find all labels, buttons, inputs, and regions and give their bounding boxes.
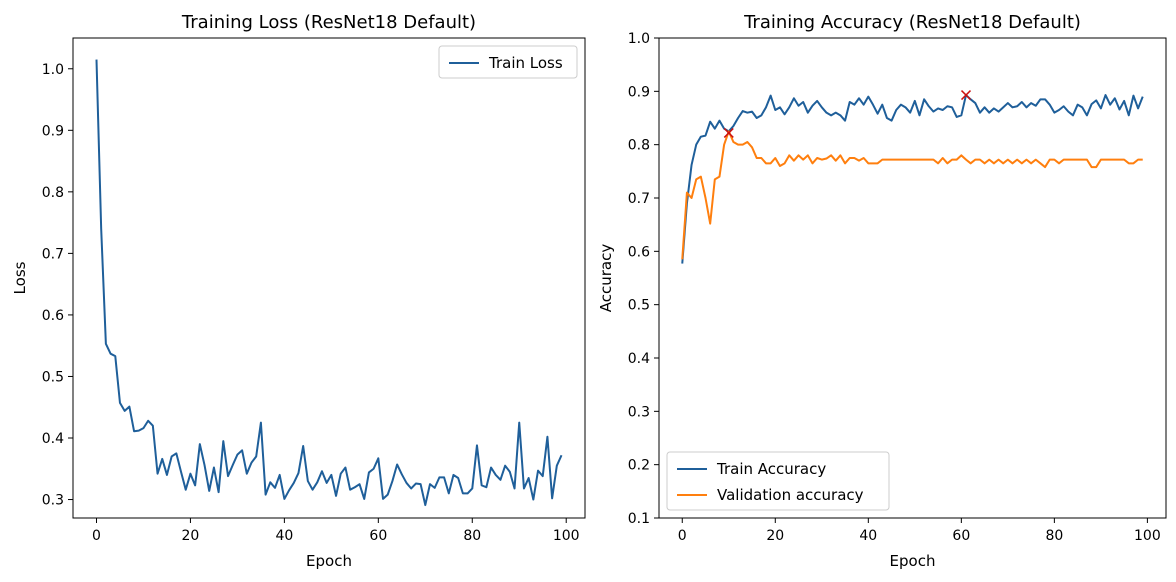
loss-chart-legend-label: Train Loss [488, 54, 563, 72]
loss-chart-legend: Train Loss [438, 45, 578, 79]
accuracy-chart-y-tick-label: 0.5 [628, 298, 650, 314]
accuracy-chart-y-tick-label: 0.9 [628, 84, 650, 100]
loss-chart-y-tick-label: 0.7 [42, 246, 64, 262]
accuracy-chart-x-tick-label: 0 [678, 528, 687, 544]
accuracy-chart-markers [723, 90, 972, 138]
accuracy-chart-y-axis-label: Accuracy [597, 244, 615, 313]
accuracy-chart-x-tick-label: 80 [1045, 528, 1063, 544]
accuracy-chart-x-tick-label: 40 [859, 528, 877, 544]
loss-chart-y-tick-label: 0.4 [42, 431, 64, 447]
accuracy-chart-y-tick-label: 0.7 [628, 191, 650, 207]
accuracy-chart-ticks: 0 20 40 60 80 100 0.1 0.2 0.3 0.4 0.5 0.6 0.7 0.8 0.9 1… [628, 31, 1161, 544]
accuracy-chart-x-marker [960, 90, 972, 101]
accuracy-chart-series-line-2 [681, 130, 1143, 260]
loss-chart-y-tick-label: 0.9 [42, 123, 64, 139]
accuracy-chart-x-axis-label: Epoch [890, 552, 936, 570]
accuracy-chart-x-marker [723, 127, 734, 138]
accuracy-chart-x-tick-label: 60 [952, 528, 970, 544]
loss-chart-y-tick-label: 0.8 [42, 185, 64, 201]
accuracy-chart-lines [681, 94, 1144, 264]
accuracy-chart-y-tick-label: 0.6 [628, 244, 650, 260]
loss-chart-x-tick-label: 20 [182, 528, 200, 544]
accuracy-chart-legend-label: Validation accuracy [717, 486, 864, 504]
loss-chart-y-axis-label: Loss [11, 261, 29, 294]
accuracy-chart-x-tick-label: 100 [1134, 528, 1161, 544]
loss-chart-y-tick-label: 1.0 [42, 62, 64, 78]
loss-chart-y-tick-label: 0.3 [42, 493, 64, 509]
loss-chart-lines [95, 59, 563, 507]
loss-chart-x-tick-label: 0 [92, 528, 101, 544]
accuracy-chart-legend: Train Accuracy Validation accuracy [666, 451, 890, 511]
accuracy-chart-y-tick-label: 1.0 [628, 31, 650, 47]
loss-chart-x-tick-label: 60 [369, 528, 387, 544]
loss-chart-x-tick-label: 100 [553, 528, 580, 544]
accuracy-chart-title: Training Accuracy (ResNet18 Default) [743, 12, 1081, 33]
accuracy-chart-y-tick-label: 0.4 [628, 351, 650, 367]
accuracy-chart-x-tick-label: 20 [766, 528, 784, 544]
loss-chart-series-line-1 [95, 59, 563, 507]
accuracy-chart-legend-label: Train Accuracy [716, 460, 826, 478]
accuracy-chart-axes-frame [658, 37, 1167, 519]
loss-chart-x-axis-label: Epoch [306, 552, 352, 570]
loss-chart: Training Loss (ResNet18 Default) Epoch L… [11, 12, 586, 570]
accuracy-chart-y-tick-label: 0.3 [628, 404, 650, 420]
loss-chart-x-tick-label: 80 [463, 528, 481, 544]
loss-chart-axes-frame [72, 37, 586, 519]
accuracy-chart-y-tick-label: 0.2 [628, 458, 650, 474]
loss-chart-legend-box [438, 45, 578, 79]
loss-chart-y-tick-label: 0.6 [42, 308, 64, 324]
loss-chart-title: Training Loss (ResNet18 Default) [181, 12, 476, 33]
accuracy-chart-series-line-1 [681, 94, 1144, 264]
loss-chart-ticks: 0 20 40 60 80 100 0.3 0.4 0.5 0.6 0.7 0.8 0.9 1.0 [42, 62, 580, 544]
accuracy-chart-y-tick-label: 0.1 [628, 511, 650, 527]
loss-chart-x-tick-label: 40 [275, 528, 293, 544]
loss-chart-y-tick-label: 0.5 [42, 369, 64, 385]
accuracy-chart-legend-box [666, 451, 890, 511]
accuracy-chart: Training Accuracy (ResNet18 Default) Epo… [597, 12, 1167, 570]
accuracy-chart-y-tick-label: 0.8 [628, 138, 650, 154]
